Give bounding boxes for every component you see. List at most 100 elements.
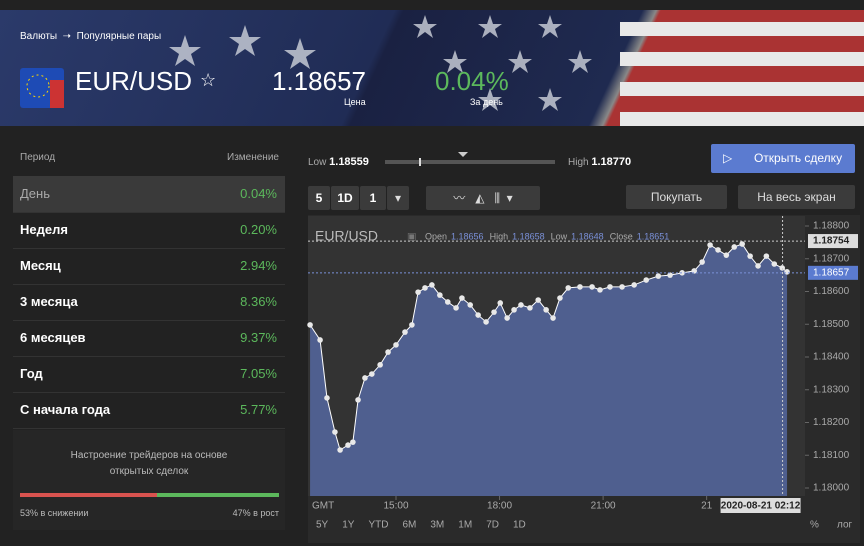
x-tick-label: 15:00 bbox=[383, 501, 408, 512]
period-change: 0.20% bbox=[240, 222, 277, 237]
period-name: 6 месяцев bbox=[20, 330, 86, 345]
perf-row[interactable]: 3 месяца 8.36% bbox=[13, 284, 285, 321]
period-button[interactable]: 3M bbox=[430, 520, 444, 531]
breadcrumb[interactable]: Валюты ➝ Популярные пары bbox=[20, 31, 162, 42]
ohlc-value: 1.18658 bbox=[512, 231, 545, 241]
y-tick-label: 1.18200 bbox=[813, 417, 850, 428]
perf-row[interactable]: 6 месяцев 9.37% bbox=[13, 320, 285, 357]
price-point bbox=[369, 371, 375, 377]
sentiment-segment bbox=[20, 493, 158, 497]
price-point bbox=[345, 442, 351, 448]
period-change: 8.36% bbox=[240, 294, 277, 309]
price-point bbox=[597, 287, 603, 293]
chart-type-buttons[interactable]: 〰 ◭ ⫼ ▾ bbox=[426, 186, 540, 210]
price-point bbox=[350, 439, 356, 445]
ohlc-name: Open bbox=[425, 231, 447, 241]
price-point bbox=[619, 284, 625, 290]
sentiment-bar bbox=[20, 493, 279, 497]
high-label: High bbox=[568, 157, 589, 168]
period-button[interactable]: 7D bbox=[486, 520, 499, 531]
period-button[interactable]: 1M bbox=[458, 520, 472, 531]
y-tick-label: 1.18400 bbox=[813, 352, 850, 363]
price-point bbox=[317, 337, 323, 343]
toolbar-button[interactable]: 5 bbox=[308, 186, 330, 210]
price-point bbox=[589, 284, 595, 290]
crumb[interactable]: Валюты bbox=[20, 31, 58, 42]
price-point bbox=[607, 284, 613, 290]
price-point bbox=[643, 277, 650, 283]
period-name: Год bbox=[20, 366, 43, 381]
period-button[interactable]: 1Y bbox=[342, 520, 355, 531]
price-point bbox=[324, 395, 330, 401]
price-point bbox=[402, 329, 408, 335]
perf-row[interactable]: С начала года 5.77% bbox=[13, 392, 285, 429]
price-point bbox=[409, 322, 415, 328]
price-point bbox=[535, 297, 542, 303]
period-button[interactable]: 1D bbox=[513, 520, 526, 531]
period-change: 9.37% bbox=[240, 330, 277, 345]
price-point bbox=[429, 282, 435, 288]
perf-header: Изменение bbox=[227, 152, 279, 163]
toolbar-button[interactable]: 1 bbox=[360, 186, 386, 210]
period-change: 7.05% bbox=[240, 366, 277, 381]
ohlc-name: High bbox=[490, 231, 509, 241]
price-point bbox=[577, 284, 583, 290]
price-point bbox=[377, 362, 383, 368]
period-name: День bbox=[20, 186, 50, 201]
header-banner: Валюты ➝ Популярные пары EUR/USD ☆ 1.186… bbox=[0, 10, 864, 126]
toolbar-button[interactable]: 1D bbox=[331, 186, 359, 210]
period-change: 0.04% bbox=[240, 186, 277, 201]
interval-dropdown[interactable]: ▾ bbox=[387, 186, 409, 210]
range-slider bbox=[385, 152, 555, 166]
favorite-star[interactable]: ☆ bbox=[200, 70, 217, 90]
period-button[interactable]: 6M bbox=[402, 520, 416, 531]
perf-row[interactable]: Неделя 0.20% bbox=[13, 212, 285, 249]
crumb[interactable]: Популярные пары bbox=[76, 31, 162, 42]
timezone: GMT bbox=[312, 501, 334, 512]
price-point bbox=[527, 305, 533, 311]
ohlc-value: 1.18656 bbox=[451, 231, 484, 241]
price-point bbox=[755, 263, 761, 269]
ohlc-icon: ▣ bbox=[407, 232, 416, 243]
price-point bbox=[543, 307, 549, 313]
scale-option[interactable]: % bbox=[810, 520, 819, 531]
ohlc-name: Low bbox=[551, 231, 568, 241]
perf-row[interactable]: День 0.04% bbox=[13, 176, 285, 213]
price-point bbox=[459, 295, 465, 301]
scale-option[interactable]: лог bbox=[837, 520, 853, 531]
trade-button[interactable]: ▷ Открыть сделку bbox=[711, 144, 855, 173]
period-button[interactable]: 5Y bbox=[316, 520, 329, 531]
sentiment-box: Настроение трейдеров на основе открытых … bbox=[13, 430, 285, 530]
price-point bbox=[731, 244, 738, 250]
perf-row[interactable]: Год 7.05% bbox=[13, 356, 285, 393]
period-name: Неделя bbox=[20, 222, 68, 237]
price-point bbox=[475, 312, 481, 318]
price-point bbox=[655, 273, 662, 279]
x-tick-label: 21 bbox=[701, 501, 713, 512]
price-point bbox=[550, 315, 556, 321]
legend: EUR/USD bbox=[315, 228, 378, 244]
price-point bbox=[747, 253, 753, 259]
fullscreen-button[interactable]: На весь экран bbox=[738, 185, 855, 209]
perf-row[interactable]: Месяц 2.94% bbox=[13, 248, 285, 285]
sentiment-title: Настроение трейдеров на основе открытых … bbox=[70, 450, 228, 477]
range-low: Low 1.18559 bbox=[308, 156, 369, 168]
price-point bbox=[691, 268, 698, 274]
chart: EUR/USD GMT 1.18000 1.18100 1.18200 1.18300… bbox=[307, 215, 860, 543]
price-point bbox=[422, 285, 428, 291]
perf-header: Период bbox=[20, 152, 56, 163]
buy-label: 47% в рост bbox=[232, 508, 279, 518]
price-point bbox=[557, 295, 563, 301]
price-point bbox=[631, 282, 637, 288]
change-label: За день bbox=[470, 97, 503, 107]
price-point bbox=[715, 247, 721, 253]
ohlc-value: 1.18651 bbox=[637, 231, 670, 241]
range-high: High 1.18770 bbox=[568, 156, 631, 168]
period-button[interactable]: YTD bbox=[368, 520, 388, 531]
price-point bbox=[763, 253, 770, 259]
y-tick-label: 1.18100 bbox=[813, 450, 850, 461]
buy-button[interactable]: Покупать bbox=[626, 185, 727, 209]
high-tag bbox=[808, 234, 858, 249]
price-point bbox=[415, 289, 421, 295]
